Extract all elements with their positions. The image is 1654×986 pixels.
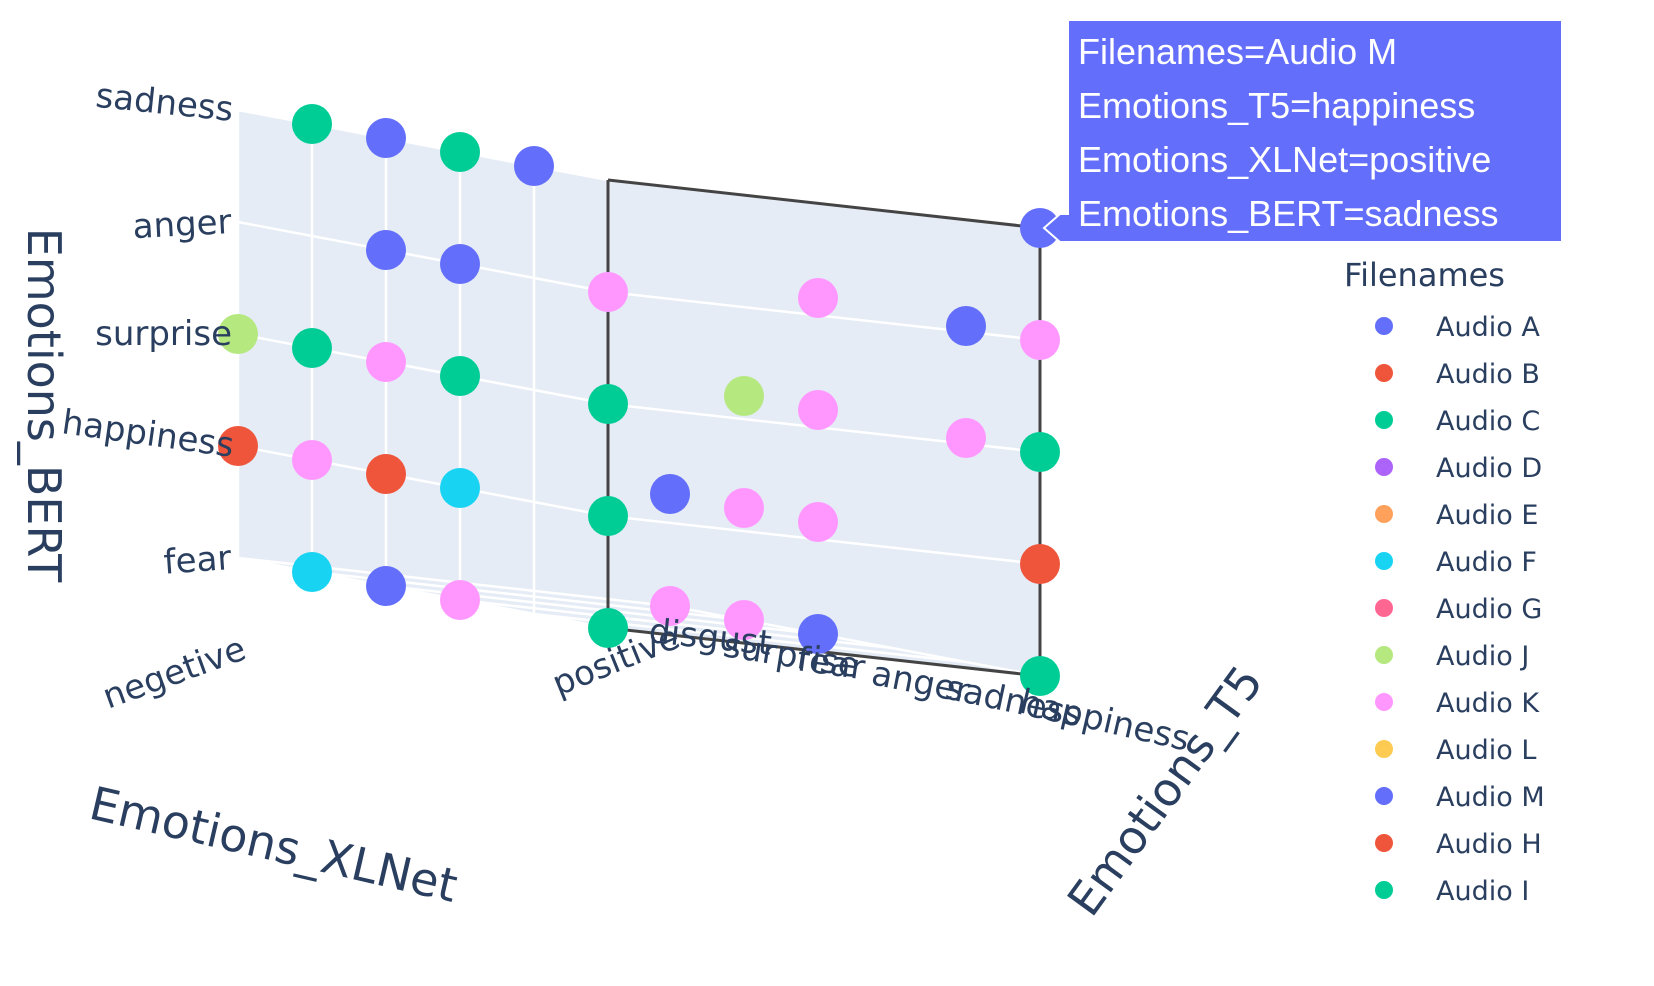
data-point-audio-c[interactable] bbox=[440, 132, 480, 172]
data-point-audio-i[interactable] bbox=[1020, 432, 1060, 472]
spike-line-xlnet bbox=[607, 178, 1041, 230]
tick-bert-happiness: happiness bbox=[60, 402, 237, 466]
data-point-audio-c[interactable] bbox=[440, 356, 480, 396]
data-point-audio-k[interactable] bbox=[724, 488, 764, 528]
data-point-audio-h[interactable] bbox=[1020, 544, 1060, 584]
legend-item-audio-a[interactable]: Audio A bbox=[1375, 312, 1540, 343]
legend-marker bbox=[1375, 411, 1393, 429]
hover-line: Emotions_T5=happiness bbox=[1078, 85, 1475, 126]
tick-bert-fear: fear bbox=[162, 538, 232, 583]
legend-label: Audio E bbox=[1436, 500, 1538, 531]
data-point-audio-a[interactable] bbox=[366, 118, 406, 158]
data-point-audio-k[interactable] bbox=[650, 586, 690, 626]
legend-label: Audio C bbox=[1436, 406, 1540, 437]
tick-bert-sadness: sadness bbox=[94, 76, 235, 130]
axis-title-xlnet: Emotions_XLNet bbox=[85, 776, 463, 913]
data-point-audio-k[interactable] bbox=[798, 390, 838, 430]
scene-panes bbox=[238, 110, 1040, 676]
legend-marker bbox=[1375, 458, 1393, 476]
legend-label: Audio J bbox=[1436, 641, 1529, 672]
legend-marker bbox=[1375, 834, 1393, 852]
legend-marker bbox=[1375, 364, 1393, 382]
legend-label: Audio A bbox=[1436, 312, 1540, 343]
data-point-audio-a[interactable] bbox=[366, 566, 406, 606]
data-point-audio-f[interactable] bbox=[292, 552, 332, 592]
pane-floor bbox=[238, 558, 1040, 676]
legend-marker bbox=[1375, 505, 1393, 523]
hover-tooltip-box bbox=[1042, 19, 1563, 243]
data-point-audio-k[interactable] bbox=[1020, 320, 1060, 360]
hover-line: Emotions_XLNet=positive bbox=[1078, 139, 1491, 180]
data-point-audio-i[interactable] bbox=[1020, 656, 1060, 696]
legend-item-audio-e[interactable]: Audio E bbox=[1375, 500, 1538, 531]
legend-label: Audio D bbox=[1436, 453, 1542, 484]
legend-item-audio-b[interactable]: Audio B bbox=[1375, 359, 1540, 390]
gridline-bert-anger-left bbox=[237, 220, 609, 294]
tick-bert-surprise: surprise bbox=[95, 314, 232, 354]
legend-marker bbox=[1375, 693, 1393, 711]
data-point-audio-k[interactable] bbox=[440, 580, 480, 620]
axis-title-bert: Emotions_BERT bbox=[17, 228, 71, 583]
data-point-audio-a[interactable] bbox=[946, 306, 986, 346]
legend-title: Filenames bbox=[1344, 256, 1505, 294]
legend-label: Audio G bbox=[1436, 594, 1542, 625]
legend-item-audio-m[interactable]: Audio M bbox=[1375, 782, 1545, 813]
legend-marker bbox=[1375, 740, 1393, 758]
data-point-audio-k[interactable] bbox=[724, 600, 764, 640]
legend-label: Audio K bbox=[1436, 688, 1540, 719]
data-point-audio-a[interactable] bbox=[440, 244, 480, 284]
data-point-audio-k[interactable] bbox=[946, 418, 986, 458]
hover-line: Emotions_BERT=sadness bbox=[1078, 193, 1499, 234]
tick-t5-fear: fear bbox=[795, 639, 868, 688]
legend-label: Audio F bbox=[1436, 547, 1537, 578]
legend-item-audio-c[interactable]: Audio C bbox=[1375, 406, 1540, 437]
data-point-audio-j[interactable] bbox=[218, 314, 258, 354]
legend-label: Audio H bbox=[1436, 829, 1542, 860]
hover-tooltip: Filenames=Audio M Emotions_T5=happiness Em… bbox=[1042, 19, 1563, 243]
data-point-audio-c[interactable] bbox=[292, 328, 332, 368]
data-point-audio-c[interactable] bbox=[588, 496, 628, 536]
data-point-audio-c[interactable] bbox=[588, 384, 628, 424]
legend-label: Audio I bbox=[1436, 876, 1529, 907]
legend-marker bbox=[1375, 787, 1393, 805]
legend-item-audio-d[interactable]: Audio D bbox=[1375, 453, 1542, 484]
data-point-audio-m[interactable] bbox=[1020, 208, 1060, 248]
legend-marker bbox=[1375, 646, 1393, 664]
data-point-audio-j[interactable] bbox=[724, 376, 764, 416]
tick-xlnet-negetive: negetive bbox=[98, 629, 252, 717]
legend-item-audio-j[interactable]: Audio J bbox=[1375, 641, 1529, 672]
data-point-audio-c[interactable] bbox=[588, 608, 628, 648]
legend-marker bbox=[1375, 881, 1393, 899]
legend-label: Audio B bbox=[1436, 359, 1540, 390]
data-point-audio-k[interactable] bbox=[588, 272, 628, 312]
data-point-audio-a[interactable] bbox=[650, 474, 690, 514]
data-point-audio-a[interactable] bbox=[366, 230, 406, 270]
data-point-audio-h[interactable] bbox=[366, 454, 406, 494]
legend-item-audio-l[interactable]: Audio L bbox=[1375, 735, 1536, 766]
data-point-audio-c[interactable] bbox=[292, 104, 332, 144]
data-point-audio-b[interactable] bbox=[218, 426, 258, 466]
legend-item-audio-k[interactable]: Audio K bbox=[1375, 688, 1540, 719]
data-point-audio-k[interactable] bbox=[292, 440, 332, 480]
data-point-audio-k[interactable] bbox=[798, 502, 838, 542]
legend-item-audio-h[interactable]: Audio H bbox=[1375, 829, 1542, 860]
legend[interactable]: Filenames Audio A Audio B Audio C Audio D Aud… bbox=[1344, 256, 1545, 907]
legend-marker bbox=[1375, 317, 1393, 335]
legend-marker bbox=[1375, 552, 1393, 570]
legend-item-audio-i[interactable]: Audio I bbox=[1375, 876, 1529, 907]
data-point-audio-f[interactable] bbox=[440, 468, 480, 508]
hover-line: Filenames=Audio M bbox=[1078, 31, 1397, 72]
legend-marker bbox=[1375, 599, 1393, 617]
legend-label: Audio M bbox=[1436, 782, 1545, 813]
legend-label: Audio L bbox=[1436, 735, 1536, 766]
data-point-audio-a[interactable] bbox=[514, 146, 554, 186]
data-points[interactable] bbox=[218, 104, 1060, 696]
data-point-audio-a[interactable] bbox=[798, 614, 838, 654]
legend-item-audio-g[interactable]: Audio G bbox=[1375, 594, 1542, 625]
tick-bert-anger: anger bbox=[132, 202, 233, 247]
legend-item-audio-f[interactable]: Audio F bbox=[1375, 547, 1537, 578]
data-point-audio-k[interactable] bbox=[366, 342, 406, 382]
data-point-audio-k[interactable] bbox=[798, 278, 838, 318]
